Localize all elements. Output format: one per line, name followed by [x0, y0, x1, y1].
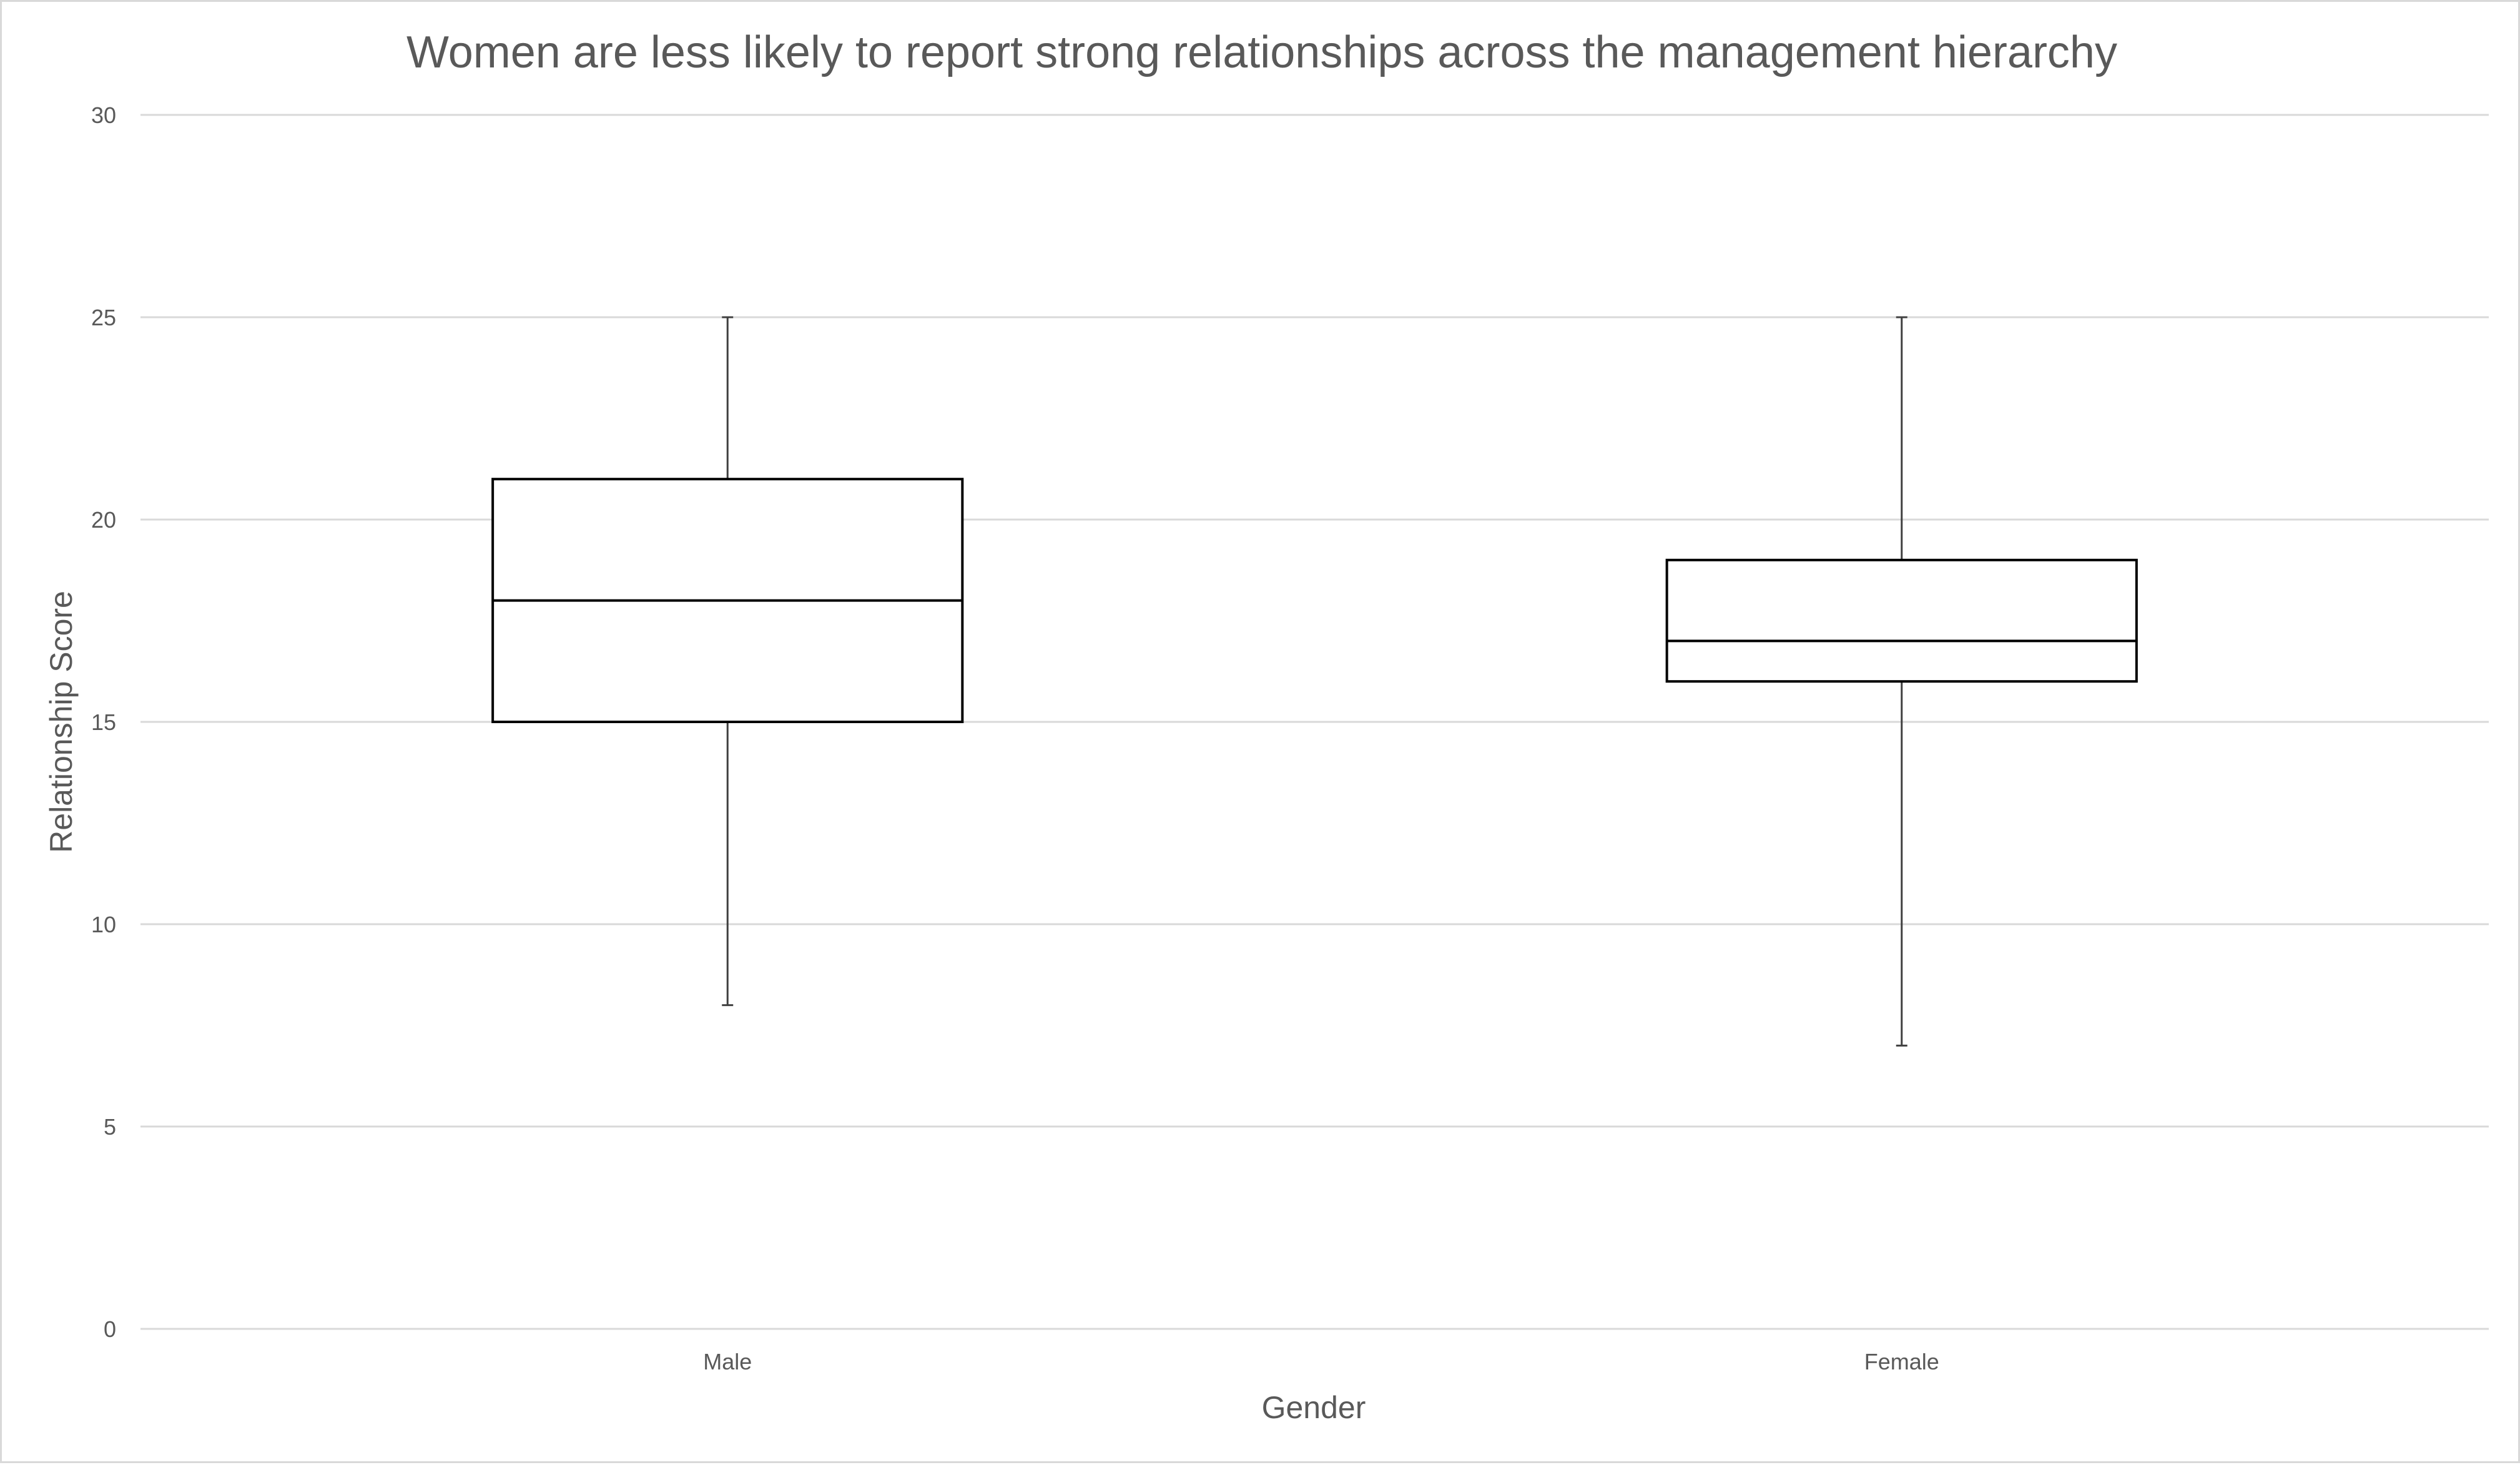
interquartile-box: [1665, 558, 2138, 683]
x-axis-category-labels: Male Female: [703, 1349, 1939, 1374]
y-axis-tick-labels: 0 5 10 15 20 25 30: [91, 102, 116, 1342]
y-tick-label: 10: [91, 912, 116, 937]
box-female: [1665, 316, 2138, 1047]
y-tick-label: 30: [91, 102, 116, 128]
y-axis-title: Relationship Score: [44, 591, 79, 853]
box-male: [491, 316, 964, 1007]
y-tick-label: 15: [91, 709, 116, 735]
y-tick-label: 0: [104, 1316, 116, 1342]
box-plot-series: [491, 316, 2138, 1047]
x-axis-title: Gender: [1262, 1390, 1366, 1425]
y-tick-label: 5: [104, 1114, 116, 1140]
y-tick-label: 25: [91, 305, 116, 330]
chart-title: Women are less likely to report strong r…: [406, 27, 2117, 77]
y-tick-label: 20: [91, 507, 116, 533]
x-category-label: Female: [1864, 1349, 1939, 1374]
x-category-label: Male: [703, 1349, 752, 1374]
